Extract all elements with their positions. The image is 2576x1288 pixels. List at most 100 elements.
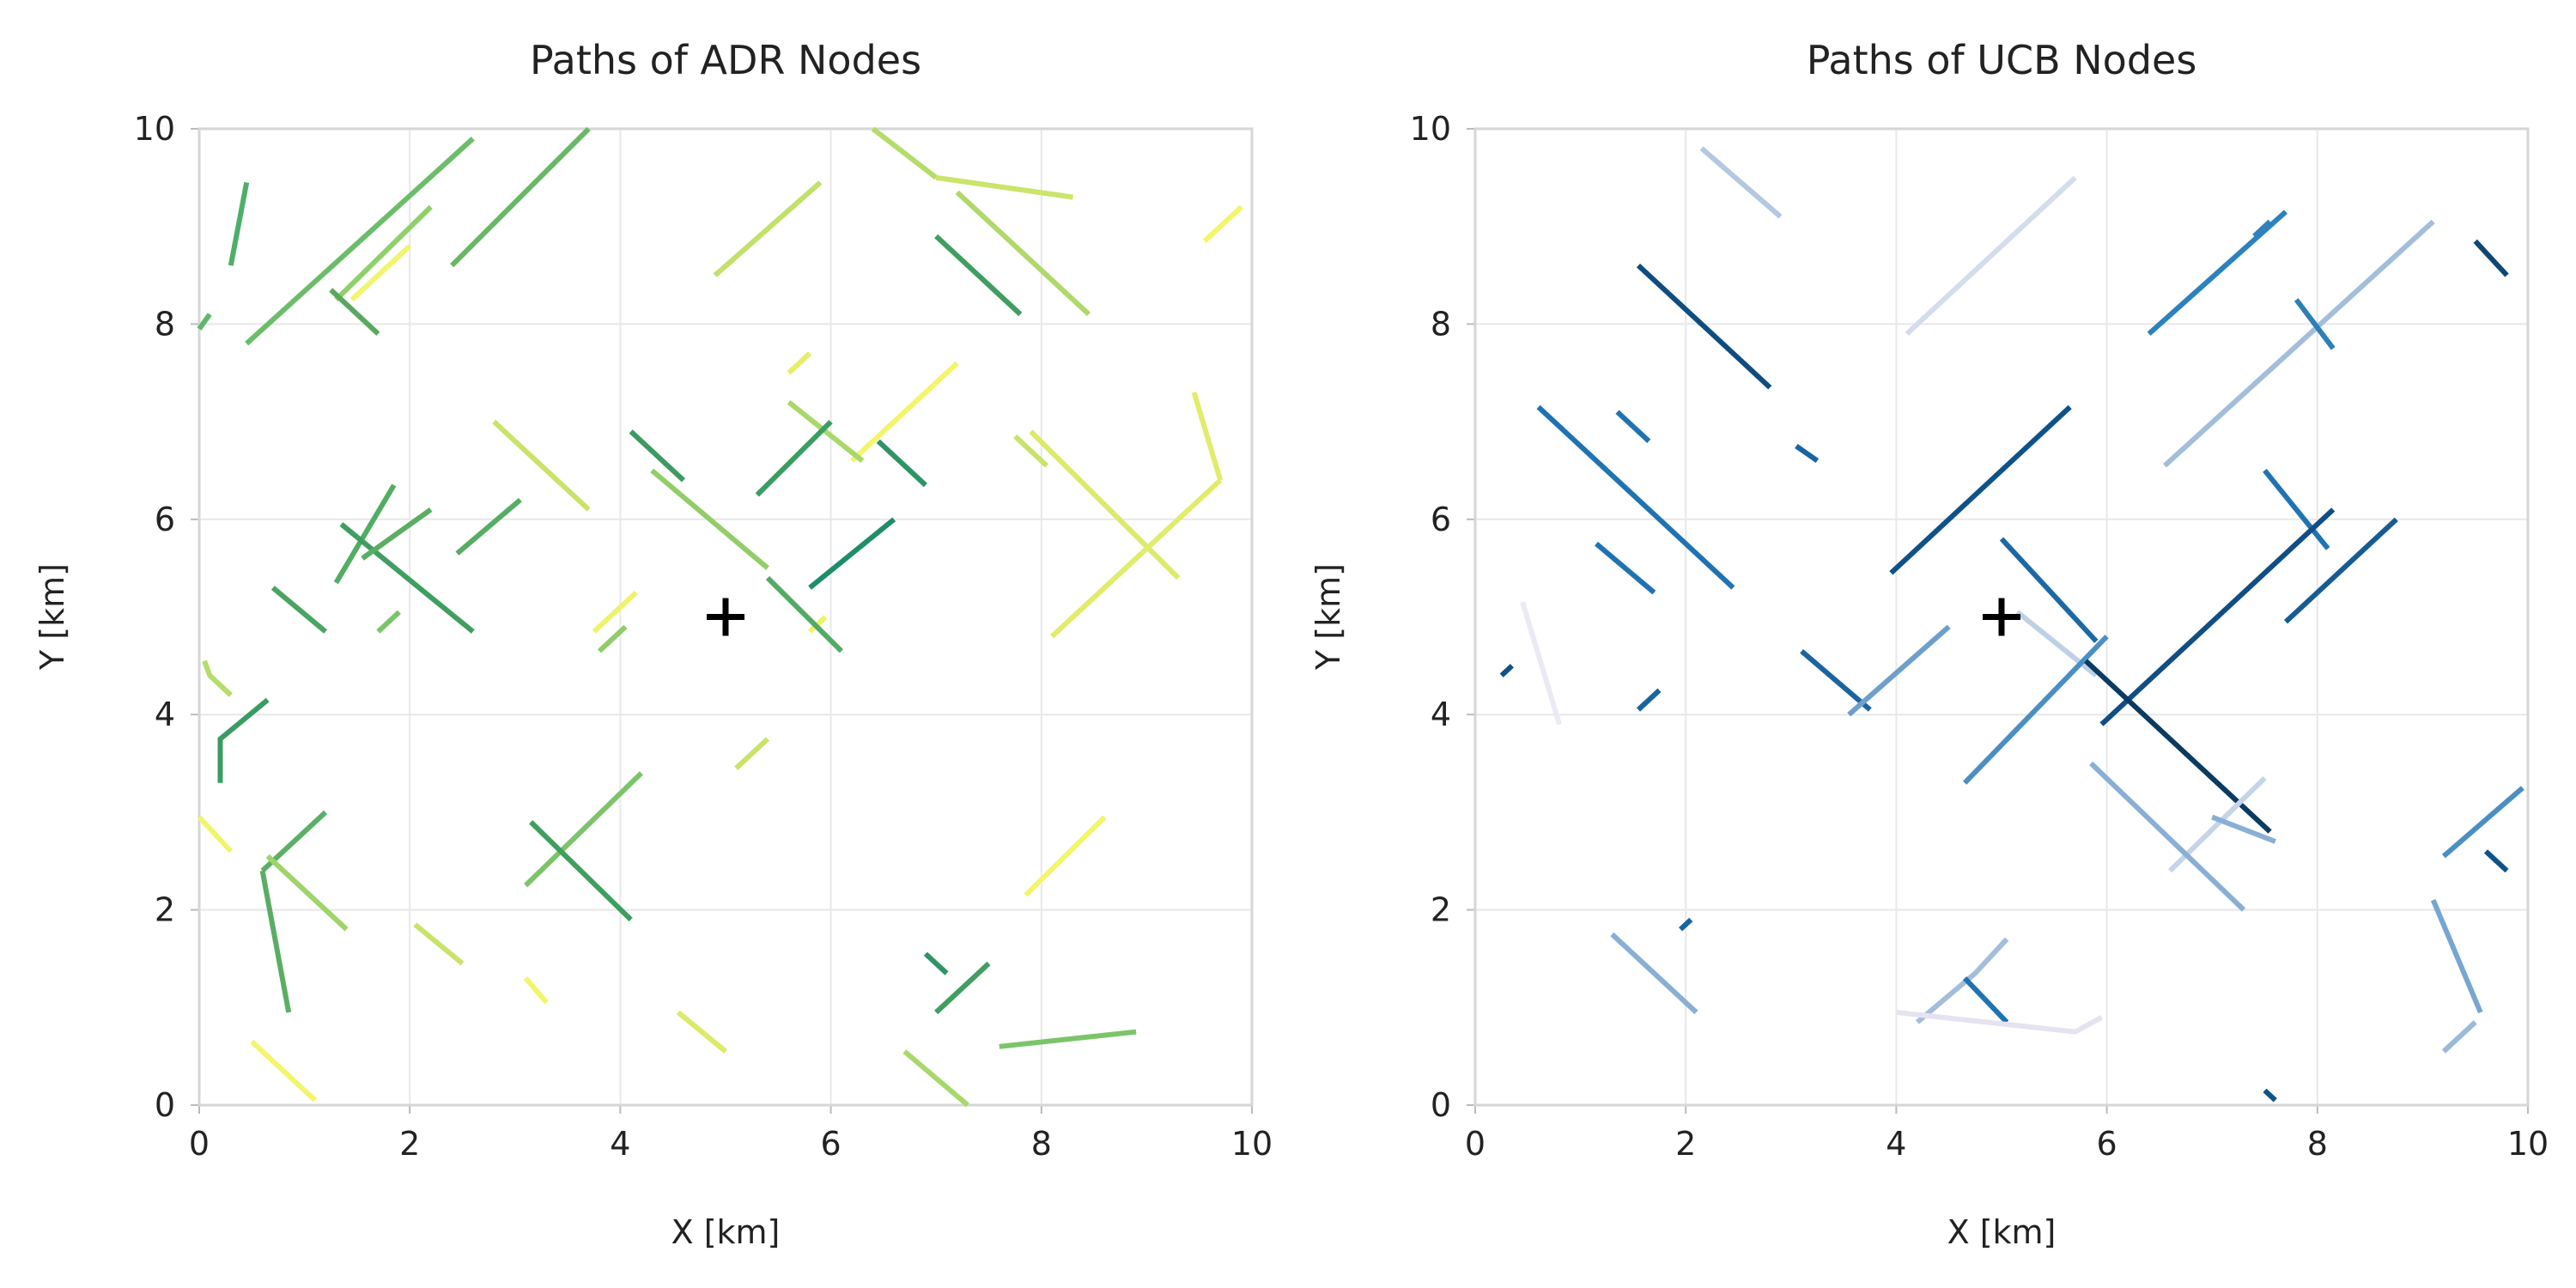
ucb-node-path	[1636, 688, 1662, 712]
adr-node-path	[265, 854, 349, 932]
ucb-node-path	[2483, 849, 2509, 873]
ucb-y-tick-label: 8	[1431, 305, 1451, 343]
adr-node-path	[217, 697, 270, 783]
adr-node-path	[250, 1039, 317, 1103]
ucb-node-path	[1896, 1010, 2103, 1035]
adr-node-path	[1029, 429, 1181, 580]
ucb-x-tick-label: 2	[1675, 1125, 1696, 1163]
adr-chart: Paths of ADR Nodes X [km] Y [km] 0 2 4 6 8 10…	[33, 37, 1273, 1251]
adr-node-path	[876, 439, 927, 488]
ucb-node-path	[1795, 444, 1820, 464]
adr-y-tick-label: 6	[155, 501, 175, 538]
adr-node-path	[787, 400, 865, 463]
ucb-node-path	[2283, 517, 2398, 624]
adr-node-path	[787, 351, 812, 375]
ucb-node-path	[1615, 410, 1651, 444]
ucb-node-path	[1999, 537, 2099, 643]
ucb-x-tick-label: 6	[2097, 1125, 2117, 1163]
adr-node-path	[902, 1049, 969, 1108]
ucb-node-path	[2162, 219, 2435, 468]
adr-chart-title: Paths of ADR Nodes	[530, 37, 921, 83]
ucb-y-tick-label: 2	[1431, 891, 1451, 929]
adr-node-path	[1013, 434, 1048, 468]
adr-node-path	[999, 1029, 1137, 1049]
adr-node-path	[228, 181, 250, 266]
adr-x-tick-label: 0	[189, 1125, 210, 1163]
adr-node-path	[1050, 478, 1223, 639]
adr-node-path	[413, 922, 465, 966]
ucb-node-path	[2084, 659, 2272, 834]
adr-node-path	[492, 419, 591, 512]
adr-node-path	[755, 419, 833, 497]
ucb-node-path	[1800, 649, 1872, 712]
ucb-node-path	[2211, 814, 2276, 844]
adr-node-path	[1202, 204, 1243, 243]
ucb-node-path	[2252, 219, 2272, 239]
ucb-plot-frame	[1473, 127, 2530, 1107]
ucb-node-path	[2263, 469, 2330, 550]
ucb-paths	[1499, 146, 2524, 1103]
adr-gateway-marker	[707, 598, 744, 636]
adr-node-path	[245, 137, 475, 346]
ucb-node-path	[2441, 1020, 2477, 1054]
adr-x-tick-label: 8	[1031, 1125, 1052, 1163]
ucb-node-path	[1905, 175, 2077, 336]
ucb-node-path	[2293, 298, 2336, 350]
adr-node-path	[197, 815, 234, 854]
ucb-y-tick-label: 4	[1431, 696, 1451, 733]
ucb-gateway-marker	[1983, 598, 2020, 636]
ucb-node-path	[2263, 1088, 2277, 1103]
adr-node-path	[197, 313, 212, 331]
ucb-node-path	[1847, 624, 1951, 717]
adr-x-axis-label: X [km]	[671, 1213, 781, 1251]
adr-node-path	[629, 429, 686, 483]
adr-node-path	[529, 820, 633, 922]
adr-node-path	[713, 180, 823, 277]
ucb-node-path	[1699, 146, 1783, 219]
adr-node-path	[935, 174, 1074, 200]
ucb-node-path	[2430, 899, 2483, 1014]
adr-node-path	[259, 870, 292, 1013]
adr-node-path	[270, 586, 328, 634]
adr-node-path	[1191, 392, 1224, 482]
adr-node-path	[592, 590, 638, 634]
ucb-x-tick-label: 4	[1886, 1125, 1906, 1163]
adr-node-path	[676, 1010, 727, 1054]
adr-node-path	[376, 610, 401, 634]
adr-node-path	[955, 190, 1091, 317]
ucb-node-path	[1962, 976, 2009, 1024]
ucb-node-path	[1962, 635, 2109, 785]
adr-node-path	[333, 483, 397, 585]
ucb-chart-title: Paths of UCB Nodes	[1807, 37, 2197, 83]
adr-node-path	[808, 517, 896, 590]
adr-node-path	[524, 771, 643, 888]
ucb-y-tick-label: 6	[1431, 501, 1451, 538]
adr-node-path	[202, 659, 233, 697]
adr-ticks: 0 2 4 6 8 10 0 2 4 6 8 10	[134, 110, 1273, 1163]
adr-node-path	[523, 976, 549, 1005]
adr-node-path	[455, 497, 522, 556]
adr-node-path	[765, 575, 844, 653]
ucb-x-tick-label: 8	[2307, 1125, 2328, 1163]
adr-node-path	[349, 244, 412, 302]
adr-x-tick-label: 6	[821, 1125, 841, 1163]
adr-y-tick-label: 4	[155, 696, 175, 733]
adr-node-path	[450, 126, 591, 268]
ucb-node-path	[1520, 601, 1562, 726]
ucb-chart: Paths of UCB Nodes X [km] Y [km] 0 2 4 6 8 10…	[1309, 37, 2549, 1251]
ucb-x-axis-label: X [km]	[1947, 1213, 2057, 1251]
adr-node-path	[850, 361, 959, 463]
ucb-node-path	[2168, 775, 2267, 873]
ucb-node-path	[2089, 761, 2246, 912]
ucb-x-tick-label: 10	[2507, 1125, 2549, 1163]
adr-x-tick-label: 2	[399, 1125, 420, 1163]
ucb-y-axis-label: Y [km]	[1309, 563, 1347, 671]
adr-paths	[197, 126, 1243, 1108]
adr-node-path	[934, 961, 991, 1015]
ucb-y-tick-label: 10	[1410, 110, 1451, 148]
adr-node-path	[329, 288, 380, 336]
adr-y-tick-label: 10	[134, 110, 175, 148]
ucb-node-path	[2441, 786, 2524, 859]
adr-plot-frame	[197, 127, 1254, 1107]
